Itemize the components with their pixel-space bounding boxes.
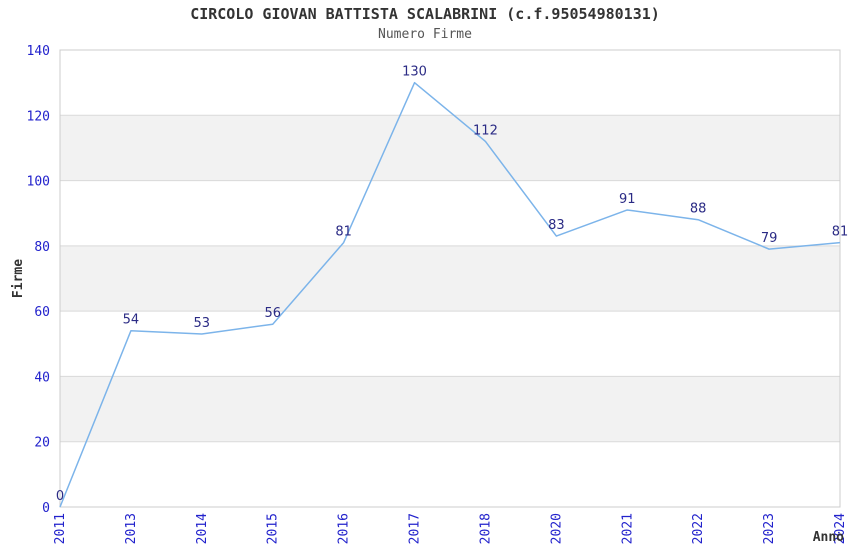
data-label: 130 — [402, 65, 427, 80]
y-tick-label: 100 — [27, 175, 50, 190]
x-tick-label: 2011 — [53, 513, 68, 544]
data-label: 54 — [123, 313, 140, 328]
data-label: 91 — [619, 192, 636, 207]
x-tick-label: 2013 — [124, 513, 139, 544]
y-axis-title: Firme — [11, 259, 26, 298]
data-label: 83 — [548, 218, 565, 233]
data-label: 79 — [761, 231, 778, 246]
y-tick-label: 80 — [34, 240, 50, 255]
chart-subtitle: Numero Firme — [378, 27, 472, 42]
x-tick-label: 2023 — [762, 513, 777, 544]
data-label: 0 — [56, 489, 64, 504]
data-label: 81 — [335, 225, 352, 240]
plot-band — [60, 245, 840, 312]
plot-border — [59, 49, 841, 508]
y-tick-label: 120 — [27, 109, 50, 124]
plot-band — [60, 115, 840, 181]
x-tick-label: 2015 — [266, 513, 281, 544]
chart-title: CIRCOLO GIOVAN BATTISTA SCALABRINI (c.f.… — [190, 5, 660, 23]
y-tick-label: 20 — [34, 436, 50, 451]
data-label: 53 — [194, 316, 211, 331]
x-tick-label: 2024 — [833, 513, 848, 544]
x-tick-label: 2016 — [337, 513, 352, 544]
data-label: 81 — [832, 225, 849, 240]
x-tick-label: 2014 — [195, 513, 210, 544]
series-line — [59, 81, 841, 508]
plot-band — [60, 376, 840, 442]
x-axis-title: Anno — [813, 530, 844, 545]
data-label: 88 — [690, 202, 707, 217]
y-tick-label: 0 — [42, 501, 50, 516]
x-tick-label: 2021 — [620, 513, 635, 544]
data-label: 56 — [264, 306, 281, 321]
y-tick-label: 40 — [34, 370, 50, 385]
x-tick-label: 2020 — [549, 513, 564, 544]
y-tick-label: 140 — [27, 44, 50, 59]
x-tick-label: 2017 — [408, 513, 423, 544]
data-label: 112 — [473, 123, 498, 138]
y-tick-label: 60 — [34, 305, 50, 320]
x-tick-label: 2018 — [478, 513, 493, 544]
x-tick-label: 2022 — [691, 513, 706, 544]
